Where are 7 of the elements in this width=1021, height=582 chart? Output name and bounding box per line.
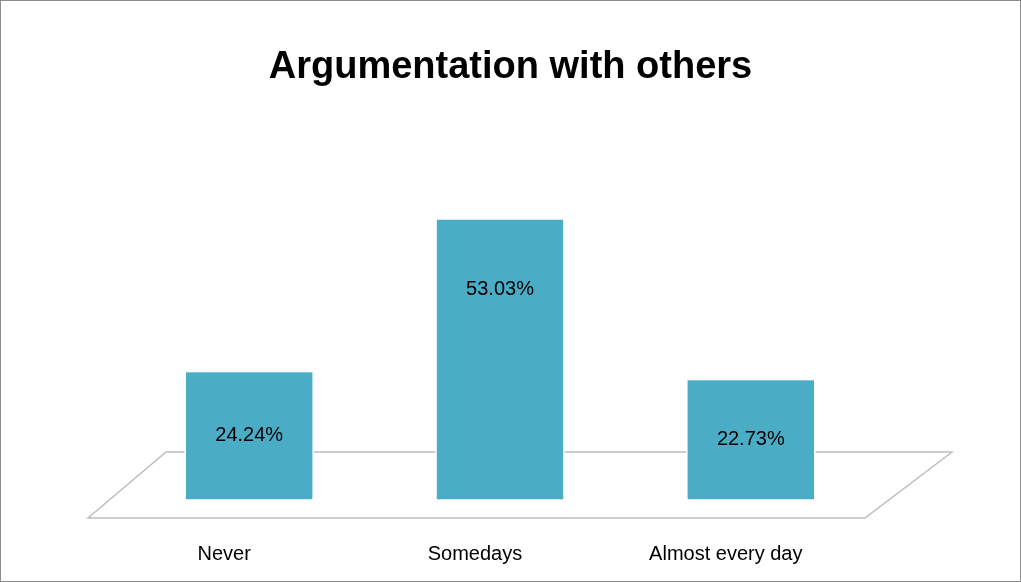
chart-title: Argumentation with others [268, 44, 753, 86]
data-label: 22.73% [716, 427, 785, 450]
x-tick-label: Almost every day [649, 542, 803, 564]
data-label: 53.03% [466, 276, 535, 299]
data-label: 24.24% [215, 423, 284, 446]
x-tick-label: Never [197, 542, 252, 564]
x-tick-label: Somedays [427, 542, 523, 564]
